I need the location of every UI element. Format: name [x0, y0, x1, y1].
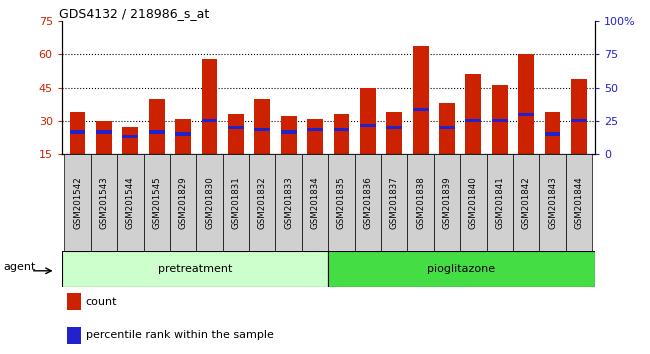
Bar: [223, 154, 249, 251]
Text: GSM201836: GSM201836: [363, 176, 372, 229]
Bar: [492, 85, 508, 154]
Bar: [518, 113, 534, 116]
Bar: [381, 154, 408, 251]
Bar: [360, 88, 376, 154]
Bar: [96, 130, 112, 133]
Bar: [70, 112, 86, 154]
Bar: [176, 132, 191, 136]
Text: GSM201829: GSM201829: [179, 176, 188, 229]
Bar: [307, 128, 323, 131]
Bar: [328, 251, 595, 287]
Text: GSM201838: GSM201838: [416, 176, 425, 229]
Bar: [307, 119, 323, 154]
Bar: [333, 114, 349, 154]
Text: GSM201831: GSM201831: [231, 176, 240, 229]
Bar: [545, 132, 560, 136]
Bar: [487, 154, 513, 251]
Text: GSM201843: GSM201843: [548, 176, 557, 229]
Bar: [254, 128, 270, 131]
Bar: [122, 135, 138, 138]
Bar: [355, 154, 381, 251]
Bar: [571, 119, 587, 122]
Text: GSM201542: GSM201542: [73, 176, 82, 229]
Bar: [281, 116, 296, 154]
Text: GSM201834: GSM201834: [311, 176, 320, 229]
Text: GSM201844: GSM201844: [575, 176, 584, 229]
Text: GDS4132 / 218986_s_at: GDS4132 / 218986_s_at: [59, 7, 209, 20]
Bar: [439, 103, 455, 154]
Bar: [228, 126, 244, 129]
Text: GSM201842: GSM201842: [522, 176, 530, 229]
Bar: [122, 127, 138, 154]
Bar: [228, 114, 244, 154]
Bar: [413, 46, 428, 154]
Bar: [170, 154, 196, 251]
Text: GSM201543: GSM201543: [99, 176, 109, 229]
Bar: [91, 154, 117, 251]
Text: agent: agent: [3, 262, 36, 272]
Text: GSM201841: GSM201841: [495, 176, 504, 229]
Bar: [460, 154, 487, 251]
Bar: [96, 121, 112, 154]
Bar: [434, 154, 460, 251]
Text: GSM201544: GSM201544: [126, 176, 135, 229]
Bar: [540, 154, 566, 251]
Text: GSM201832: GSM201832: [258, 176, 266, 229]
Text: GSM201839: GSM201839: [443, 176, 452, 229]
Text: pioglitazone: pioglitazone: [428, 264, 495, 274]
Bar: [386, 112, 402, 154]
Bar: [64, 154, 91, 251]
Bar: [439, 126, 455, 129]
Text: GSM201545: GSM201545: [152, 176, 161, 229]
Bar: [492, 119, 508, 122]
Bar: [202, 59, 218, 154]
Bar: [360, 124, 376, 127]
Bar: [281, 130, 296, 133]
Text: count: count: [86, 297, 117, 307]
Text: GSM201840: GSM201840: [469, 176, 478, 229]
Bar: [408, 154, 434, 251]
Bar: [413, 108, 428, 112]
Bar: [149, 130, 164, 133]
Bar: [67, 293, 81, 310]
Bar: [62, 251, 328, 287]
Bar: [302, 154, 328, 251]
Bar: [465, 119, 481, 122]
Text: GSM201837: GSM201837: [390, 176, 398, 229]
Bar: [70, 130, 86, 133]
Bar: [545, 112, 560, 154]
Bar: [254, 99, 270, 154]
Text: pretreatment: pretreatment: [158, 264, 232, 274]
Bar: [333, 128, 349, 131]
Bar: [328, 154, 355, 251]
Bar: [386, 126, 402, 129]
Bar: [249, 154, 276, 251]
Bar: [276, 154, 302, 251]
Bar: [513, 154, 540, 251]
Bar: [571, 79, 587, 154]
Text: GSM201835: GSM201835: [337, 176, 346, 229]
Bar: [566, 154, 592, 251]
Bar: [176, 119, 191, 154]
Bar: [202, 119, 218, 122]
Bar: [465, 74, 481, 154]
Bar: [67, 327, 81, 344]
Text: GSM201830: GSM201830: [205, 176, 214, 229]
Text: GSM201833: GSM201833: [284, 176, 293, 229]
Bar: [518, 55, 534, 154]
Bar: [117, 154, 144, 251]
Bar: [196, 154, 223, 251]
Bar: [149, 99, 164, 154]
Bar: [144, 154, 170, 251]
Text: percentile rank within the sample: percentile rank within the sample: [86, 330, 274, 340]
